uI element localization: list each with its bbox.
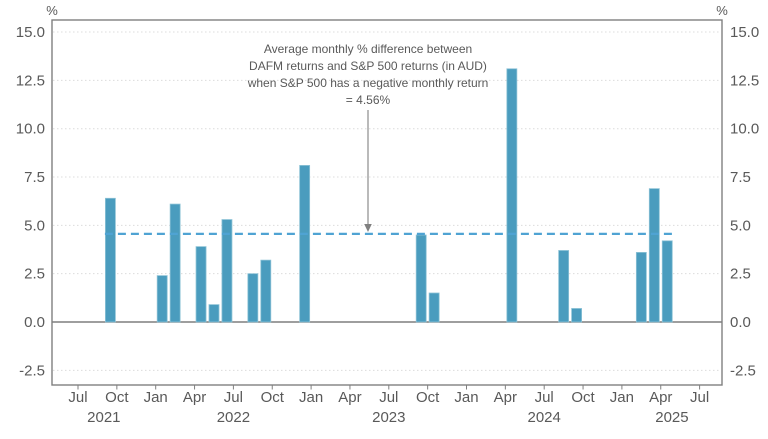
- annotation-arrow-head: [364, 224, 372, 232]
- bar: [247, 273, 259, 323]
- chart-annotation: Average monthly % difference between DAF…: [248, 41, 489, 109]
- x-tick-label: Jan: [299, 389, 323, 406]
- bar: [195, 246, 207, 323]
- annotation-line-4: = 4.56%: [345, 93, 391, 107]
- y-tick-label-left: 5.0: [24, 217, 45, 234]
- x-tick-label: Apr: [494, 389, 517, 406]
- bar: [506, 68, 518, 323]
- annotation-line-2: DAFM returns and S&P 500 returns (in AUD…: [249, 59, 487, 73]
- x-year-label: 2022: [217, 409, 250, 426]
- x-tick-label: Jul: [379, 389, 398, 406]
- x-tick-label: Apr: [649, 389, 672, 406]
- bar: [221, 219, 233, 323]
- y-tick-label-left: 12.5: [16, 72, 45, 89]
- bar: [571, 308, 582, 323]
- y-tick-label-left: -2.5: [19, 362, 45, 379]
- bar: [105, 197, 116, 323]
- bar: [415, 234, 427, 323]
- x-tick-label: Jan: [610, 389, 634, 406]
- x-tick-label: Jul: [68, 389, 87, 406]
- x-year-label: 2021: [87, 409, 120, 426]
- x-year-label: 2025: [655, 409, 688, 426]
- bar: [635, 252, 647, 323]
- x-year-label: 2023: [372, 409, 405, 426]
- x-tick-label: Apr: [183, 389, 206, 406]
- x-tick-label: Oct: [105, 389, 129, 406]
- bar: [558, 250, 570, 323]
- y-tick-label-right: 12.5: [730, 72, 759, 89]
- annotation-line-1: Average monthly % difference between: [263, 42, 473, 56]
- y-axis-unit-right: %: [716, 3, 728, 18]
- x-year-label: 2024: [528, 409, 561, 426]
- x-tick-label: Jul: [690, 389, 709, 406]
- x-tick-label: Jan: [144, 389, 168, 406]
- annotation-line-3: when S&P 500 has a negative monthly retu…: [247, 76, 489, 90]
- y-tick-label-left: 2.5: [24, 266, 45, 283]
- y-tick-label-left: 0.0: [24, 314, 45, 331]
- x-tick-label: Jul: [224, 389, 243, 406]
- plot-border: [51, 19, 723, 386]
- y-tick-label-right: -2.5: [730, 362, 756, 379]
- bar: [169, 203, 181, 323]
- y-tick-label-right: 2.5: [730, 266, 751, 283]
- y-tick-label-right: 0.0: [730, 314, 751, 331]
- x-tick-label: Jan: [454, 389, 478, 406]
- bar: [299, 165, 311, 323]
- bar: [648, 188, 660, 323]
- bar: [156, 275, 168, 323]
- y-tick-label-right: 15.0: [730, 24, 759, 41]
- x-tick-label: Jul: [535, 389, 554, 406]
- x-tick-label: Oct: [261, 389, 285, 406]
- x-tick-label: Oct: [571, 389, 595, 406]
- y-tick-label-left: 7.5: [24, 169, 45, 186]
- bar: [661, 240, 673, 323]
- y-tick-label-left: 15.0: [16, 24, 45, 41]
- y-tick-label-left: 10.0: [16, 121, 45, 138]
- y-tick-label-right: 5.0: [730, 217, 751, 234]
- y-tick-label-right: 10.0: [730, 121, 759, 138]
- x-tick-label: Apr: [338, 389, 361, 406]
- bar: [208, 304, 220, 323]
- bar: [428, 292, 440, 323]
- y-tick-label-right: 7.5: [730, 169, 751, 186]
- bar: [260, 259, 272, 323]
- x-tick-label: Oct: [416, 389, 440, 406]
- y-axis-unit-left: %: [46, 3, 58, 18]
